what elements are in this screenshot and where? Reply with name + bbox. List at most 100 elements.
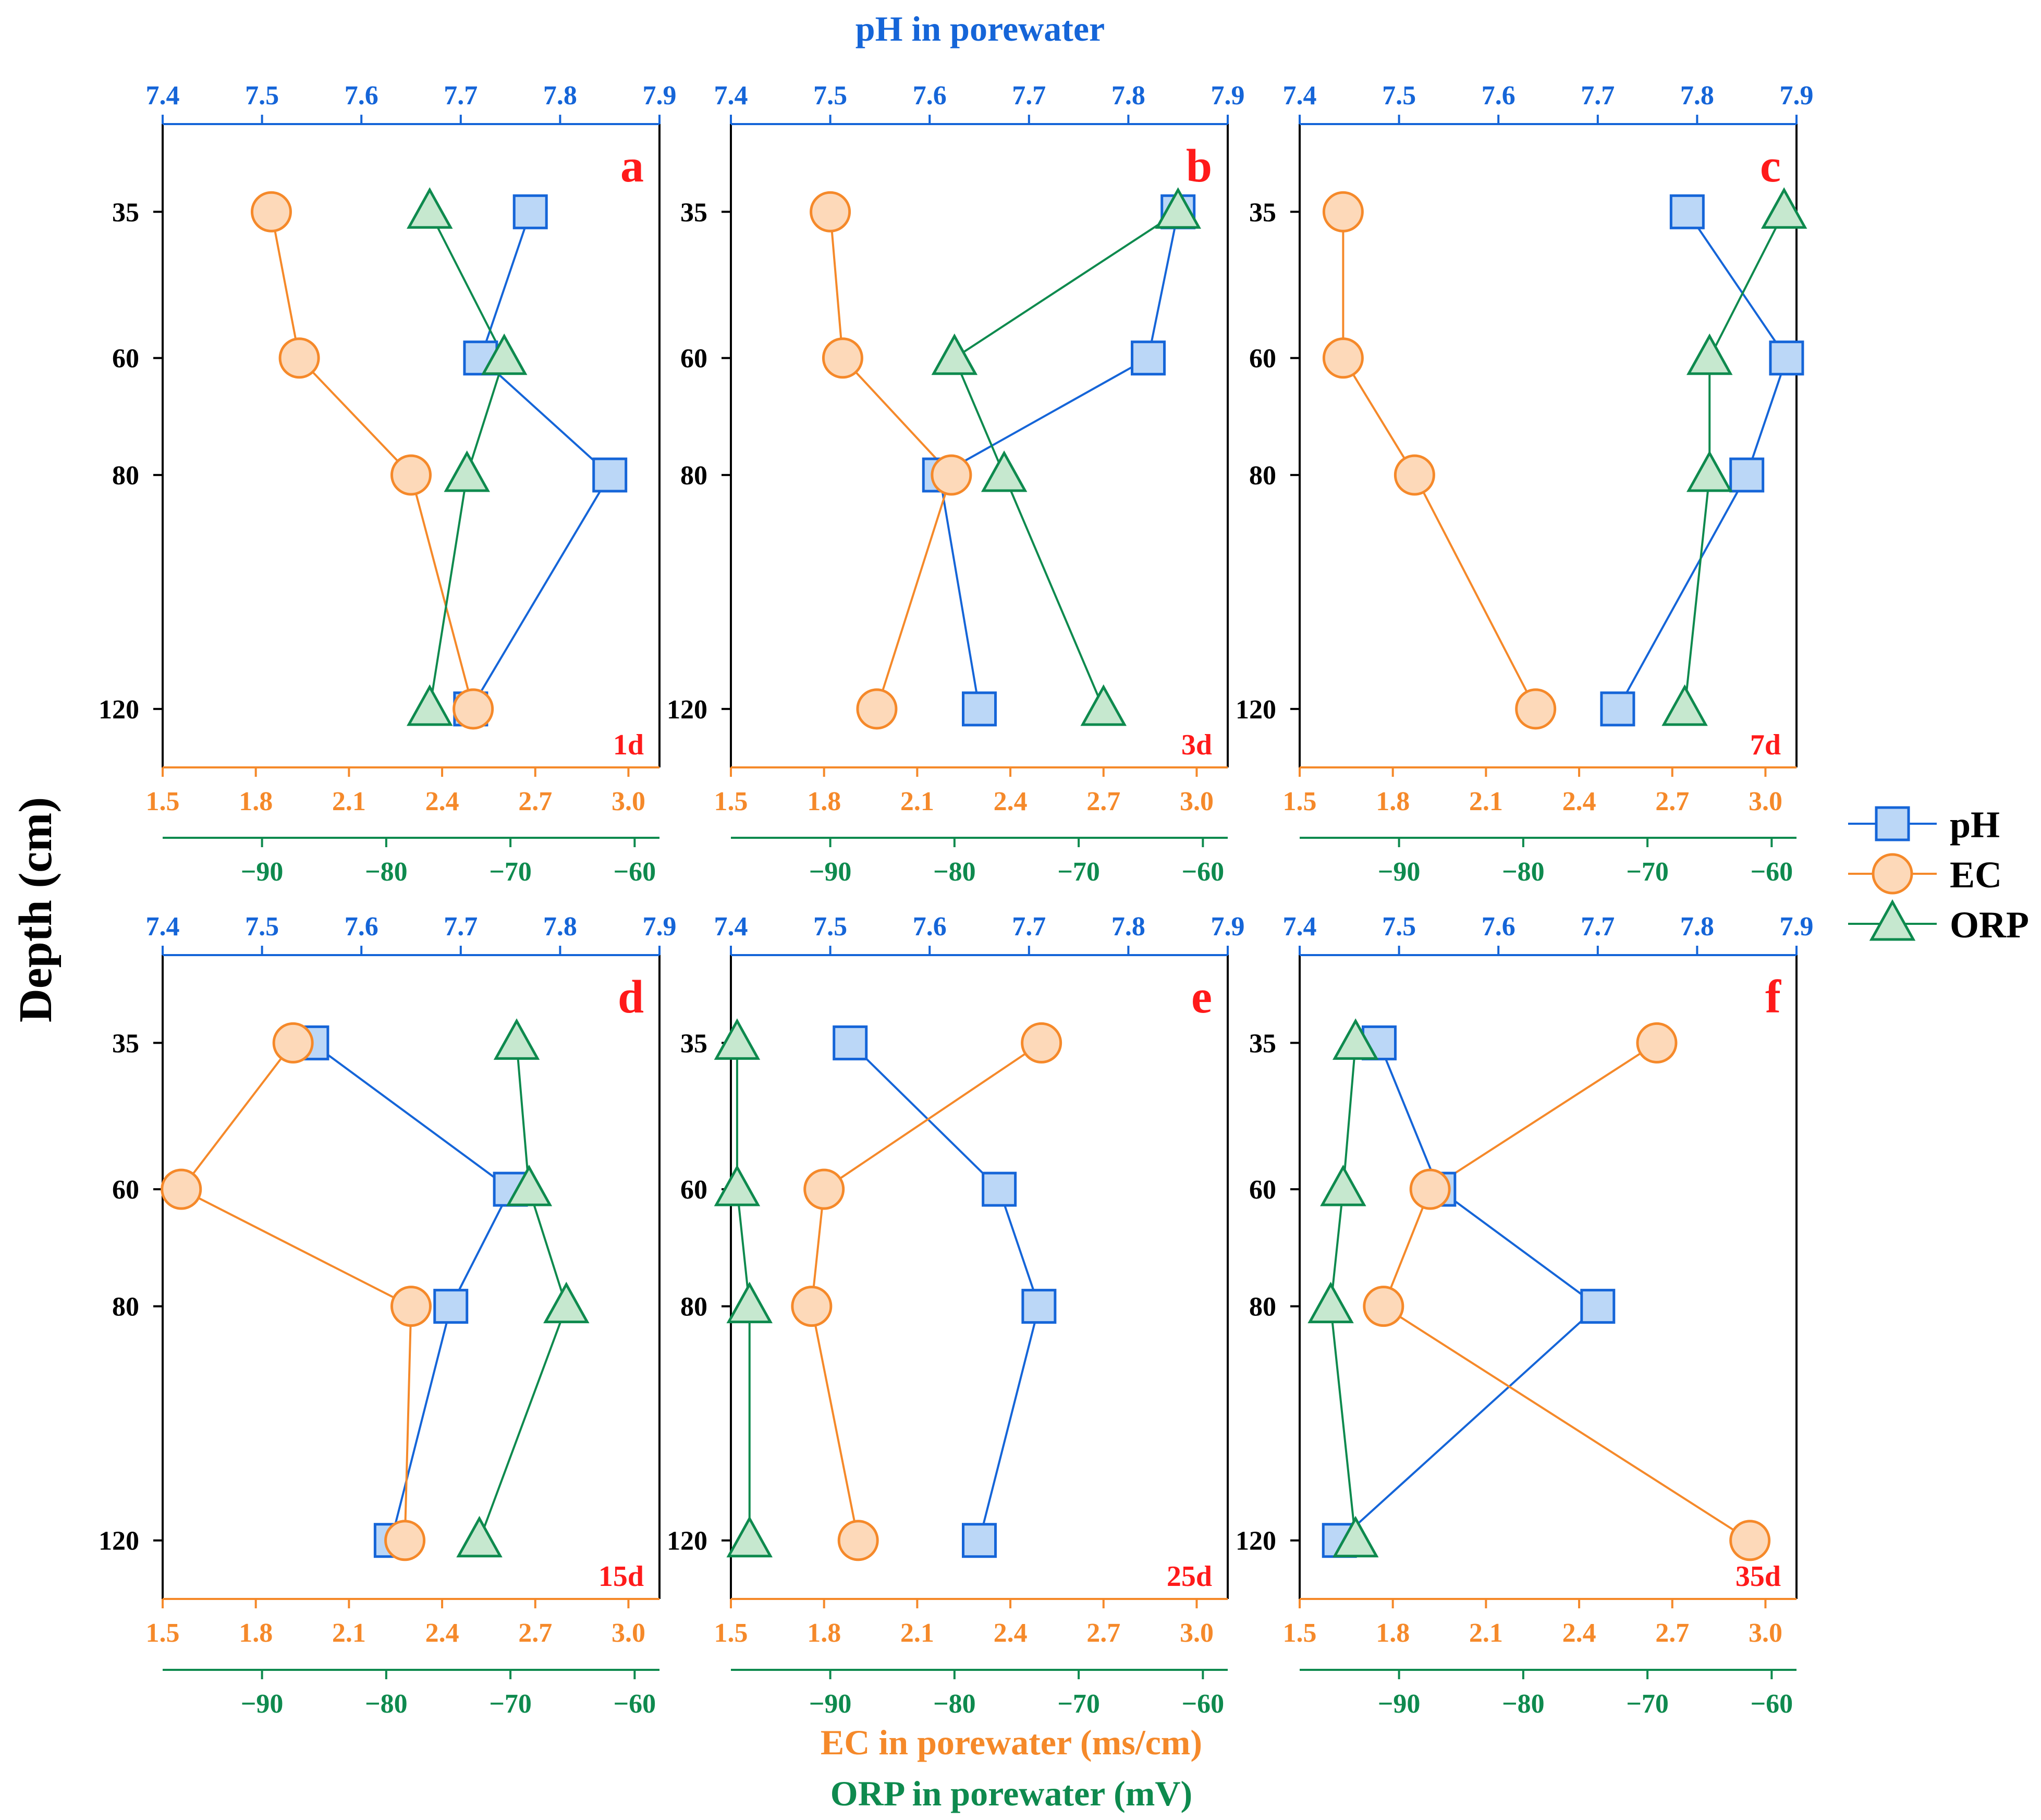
panel-e: 7.4 7.5 7.6 7.7 7.8 7.9 1.5 1.8 2.1 2.4 2.7 3.0 −90 −… — [667, 912, 1245, 1719]
orp-tick-label: −60 — [1182, 1689, 1225, 1719]
depth-tick-label: 120 — [99, 695, 139, 725]
ec-point — [1636, 1022, 1678, 1064]
ec-tick-label: 1.5 — [714, 787, 748, 816]
ph-tick-label: 7.5 — [245, 912, 279, 942]
depth-tick-label: 60 — [680, 344, 707, 374]
ec-tick-label: 1.8 — [1376, 1618, 1410, 1648]
panel-day-label: 25d — [1167, 1560, 1212, 1593]
ec-series-line — [829, 212, 953, 710]
orp-tick-label: −70 — [1057, 1689, 1100, 1719]
orp-point — [406, 684, 453, 726]
ec-point — [453, 688, 494, 730]
orp-tick-label: −70 — [489, 857, 532, 887]
depth-tick-label: 60 — [1249, 1175, 1276, 1205]
ph-tick-label: 7.5 — [813, 912, 847, 942]
depth-tick-label: 35 — [1249, 1029, 1276, 1058]
ph-tick-label: 7.6 — [913, 912, 947, 942]
ec-tick-label: 1.8 — [807, 787, 841, 816]
orp-point — [1320, 1164, 1366, 1206]
depth-tick-label: 80 — [1249, 461, 1276, 491]
ph-point — [962, 691, 997, 727]
ec-tick-label: 1.8 — [1376, 787, 1410, 816]
ph-tick-label: 7.9 — [1780, 81, 1814, 111]
ph-tick-label: 7.4 — [146, 912, 180, 942]
ec-tick-label: 1.5 — [1283, 1618, 1317, 1648]
orp-point — [543, 1281, 590, 1324]
ec-tick-label: 3.0 — [1749, 1618, 1782, 1648]
depth-tick-label: 120 — [667, 1526, 707, 1556]
ec-tick-label: 2.7 — [1655, 1618, 1689, 1648]
ec-tick-label: 1.8 — [239, 787, 273, 816]
ec-tick-label: 2.7 — [1086, 787, 1120, 816]
ph-tick-label: 7.8 — [543, 912, 577, 942]
orp-tick-label: −80 — [1502, 1689, 1545, 1719]
orp-point — [444, 450, 490, 492]
orp-tick-label: −70 — [1057, 857, 1100, 887]
panel-letter: a — [620, 140, 644, 192]
orp-point — [714, 1164, 761, 1206]
depth-tick-label: 35 — [680, 1029, 707, 1058]
ec-point — [390, 1286, 432, 1327]
orp-tick-label: −60 — [614, 1689, 656, 1719]
ph-tick-label: 7.6 — [1482, 81, 1516, 111]
ph-tick-label: 7.4 — [1283, 81, 1317, 111]
orp-tick-label: −70 — [1626, 857, 1669, 887]
depth-tick-label: 60 — [1249, 344, 1276, 374]
ec-point — [810, 191, 851, 233]
ec-tick-label: 2.1 — [332, 1618, 366, 1648]
ec-point — [1322, 191, 1364, 233]
ec-legend-label: EC — [1950, 854, 2002, 896]
ec-point — [856, 688, 898, 730]
panel-day-label: 15d — [598, 1560, 644, 1593]
ec-tick-label: 1.8 — [239, 1618, 273, 1648]
ph-point — [1580, 1289, 1616, 1324]
legend-circle-marker — [1872, 853, 1913, 895]
orp-point — [1686, 450, 1733, 492]
ph-tick-label: 7.8 — [543, 81, 577, 111]
ph-series-line — [1617, 211, 1788, 710]
ec-point — [1021, 1022, 1062, 1064]
orp-series-line — [1329, 1043, 1357, 1541]
orp-point — [726, 1281, 773, 1324]
orp-tick-label: −70 — [1626, 1689, 1669, 1719]
ph-tick-label: 7.6 — [913, 81, 947, 111]
ec-tick-label: 1.8 — [807, 1618, 841, 1648]
ec-tick-label: 2.4 — [425, 1618, 459, 1648]
orp-tick-label: −90 — [809, 1689, 852, 1719]
orp-series-line — [1683, 211, 1785, 710]
ec-tick-label: 2.1 — [332, 787, 366, 816]
ph-tick-label: 7.6 — [345, 81, 378, 111]
panel-c: 7.4 7.5 7.6 7.7 7.8 7.9 1.5 1.8 2.1 2.4 2.7 3.0 −90 −… — [1236, 81, 1814, 887]
ph-tick-label: 7.9 — [643, 81, 677, 111]
orp-tick-label: −90 — [809, 857, 852, 887]
orp-tick-label: −60 — [1182, 857, 1225, 887]
depth-tick-label: 35 — [680, 198, 707, 227]
orp-series-line — [953, 211, 1179, 710]
ph-tick-label: 7.9 — [1211, 912, 1245, 942]
ph-tick-label: 7.8 — [1680, 81, 1714, 111]
ph-point — [1131, 340, 1166, 376]
ec-series-line — [1342, 212, 1537, 710]
orp-point — [506, 1164, 553, 1206]
ec-point — [1409, 1168, 1451, 1210]
ph-tick-label: 7.7 — [1012, 81, 1046, 111]
ph-point — [1600, 691, 1635, 727]
depth-tick-label: 120 — [667, 695, 707, 725]
panel-letter: d — [618, 971, 644, 1023]
ec-tick-label: 2.7 — [518, 787, 552, 816]
ec-tick-label: 2.1 — [1469, 787, 1503, 816]
ph-point — [1769, 340, 1804, 376]
panel-letter: f — [1765, 971, 1781, 1023]
ec-point — [791, 1286, 833, 1327]
ec-series-line — [810, 1042, 1042, 1541]
ph-point — [1729, 457, 1765, 493]
panel-letter: b — [1186, 140, 1212, 192]
panel-a: 7.4 7.5 7.6 7.7 7.8 7.9 1.5 1.8 2.1 2.4 2.7 3.0 −90 −… — [99, 81, 677, 887]
ph-legend-label: pH — [1950, 804, 2000, 846]
legend-triangle-marker — [1869, 899, 1916, 941]
orp-tick-label: −80 — [365, 1689, 408, 1719]
orp-series-line — [429, 211, 506, 710]
ph-point — [592, 457, 628, 493]
depth-tick-label: 80 — [680, 1292, 707, 1322]
